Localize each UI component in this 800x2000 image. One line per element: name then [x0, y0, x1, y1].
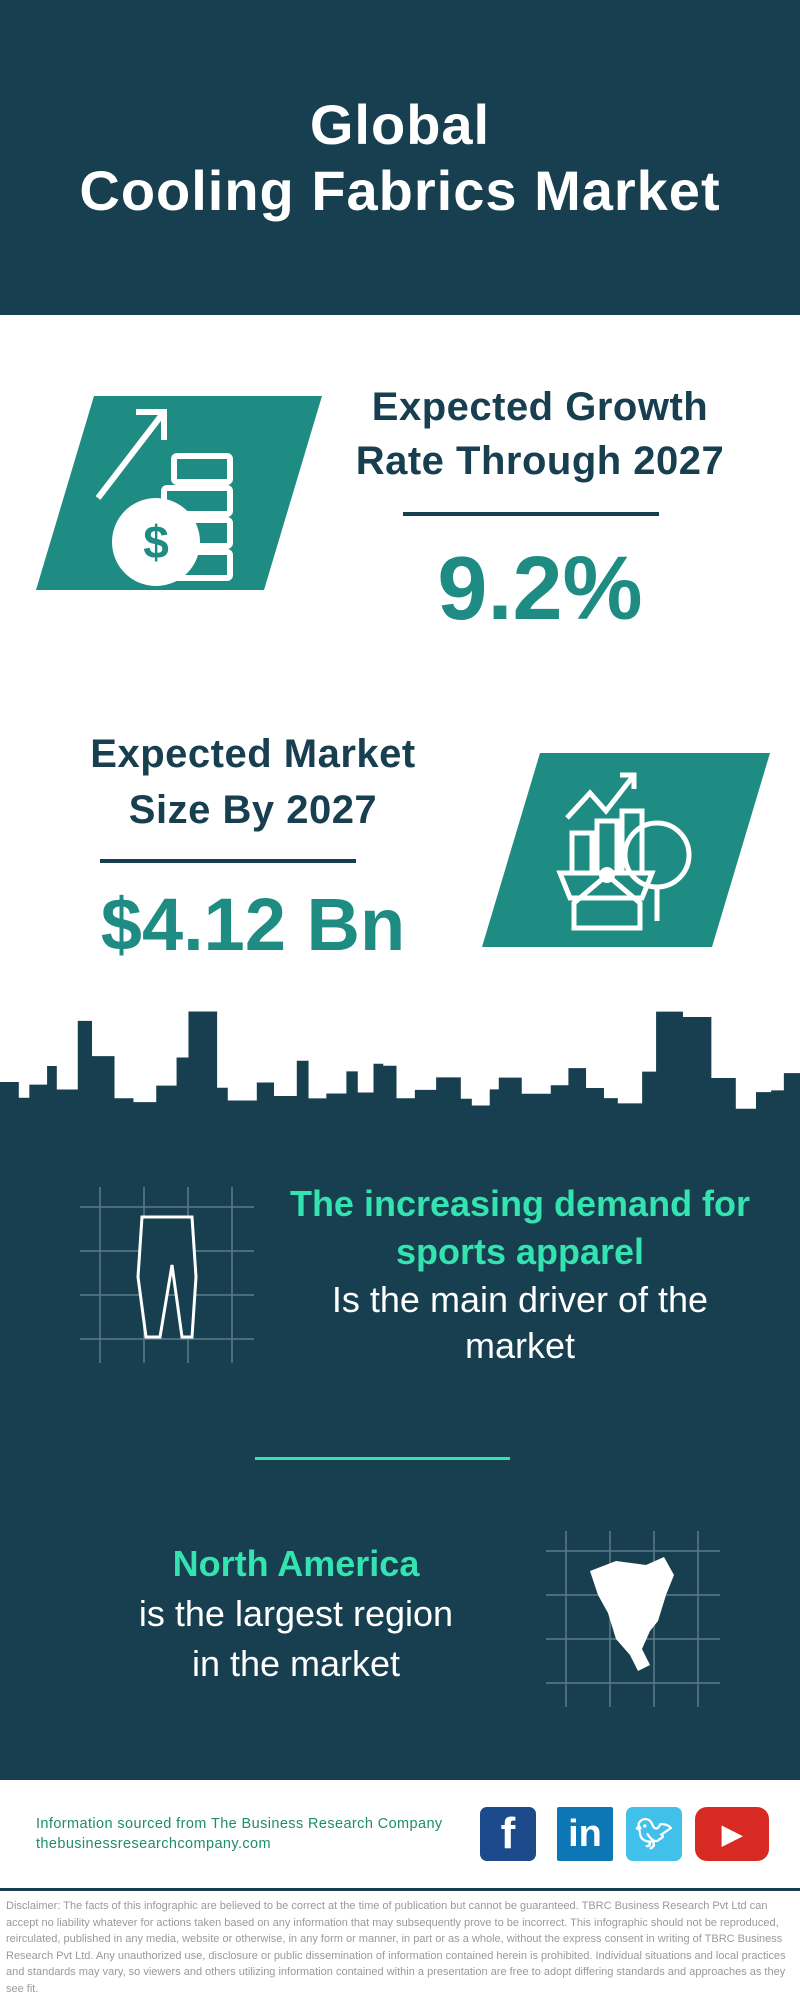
twitter-icon[interactable]: 🐦︎: [626, 1807, 682, 1861]
growth-value: 9.2%: [437, 539, 643, 639]
growth-label-1: Expected Growth: [371, 385, 709, 429]
market-label-1: Expected Market: [90, 732, 416, 776]
region-text-2: in the market: [191, 1643, 401, 1684]
accent-divider: [255, 1457, 510, 1460]
svg-text:$: $: [143, 516, 169, 568]
region-highlight: North America: [172, 1543, 420, 1584]
dark-panel: [0, 1123, 800, 1780]
header-banner: Global Cooling Fabrics Market: [0, 0, 800, 315]
driver-highlight-2: sports apparel: [395, 1231, 645, 1272]
money-growth-icon: $: [36, 396, 322, 590]
divider: [100, 859, 356, 863]
driver-highlight-1: The increasing demand for: [289, 1183, 751, 1224]
market-analysis-icon: [482, 753, 770, 947]
linkedin-icon[interactable]: in: [557, 1807, 613, 1861]
source-text: Information sourced from The Business Re…: [36, 1816, 443, 1832]
disclaimer: Disclaimer: The facts of this infographi…: [6, 1900, 786, 1995]
title-line-1: Global: [309, 93, 491, 156]
footer-divider: [0, 1888, 800, 1891]
facebook-icon[interactable]: f: [480, 1807, 536, 1861]
market-label-2: Size By 2027: [128, 788, 378, 832]
sports-leggings-icon: [80, 1187, 254, 1363]
title-line-2: Cooling Fabrics Market: [79, 159, 721, 222]
north-america-map-icon: [546, 1531, 720, 1707]
city-skyline: [0, 1011, 800, 1130]
region-text-1: is the largest region: [138, 1593, 454, 1634]
driver-text-1: Is the main driver of the: [331, 1279, 709, 1320]
driver-text-2: market: [464, 1325, 576, 1366]
growth-label-2: Rate Through 2027: [355, 439, 725, 483]
divider: [403, 512, 659, 516]
website-link[interactable]: thebusinessresearchcompany.com: [36, 1836, 271, 1852]
youtube-icon[interactable]: ▶: [695, 1807, 769, 1861]
skyline-buildings: [0, 1011, 800, 1130]
market-size-value: $4.12 Bn: [100, 883, 406, 966]
